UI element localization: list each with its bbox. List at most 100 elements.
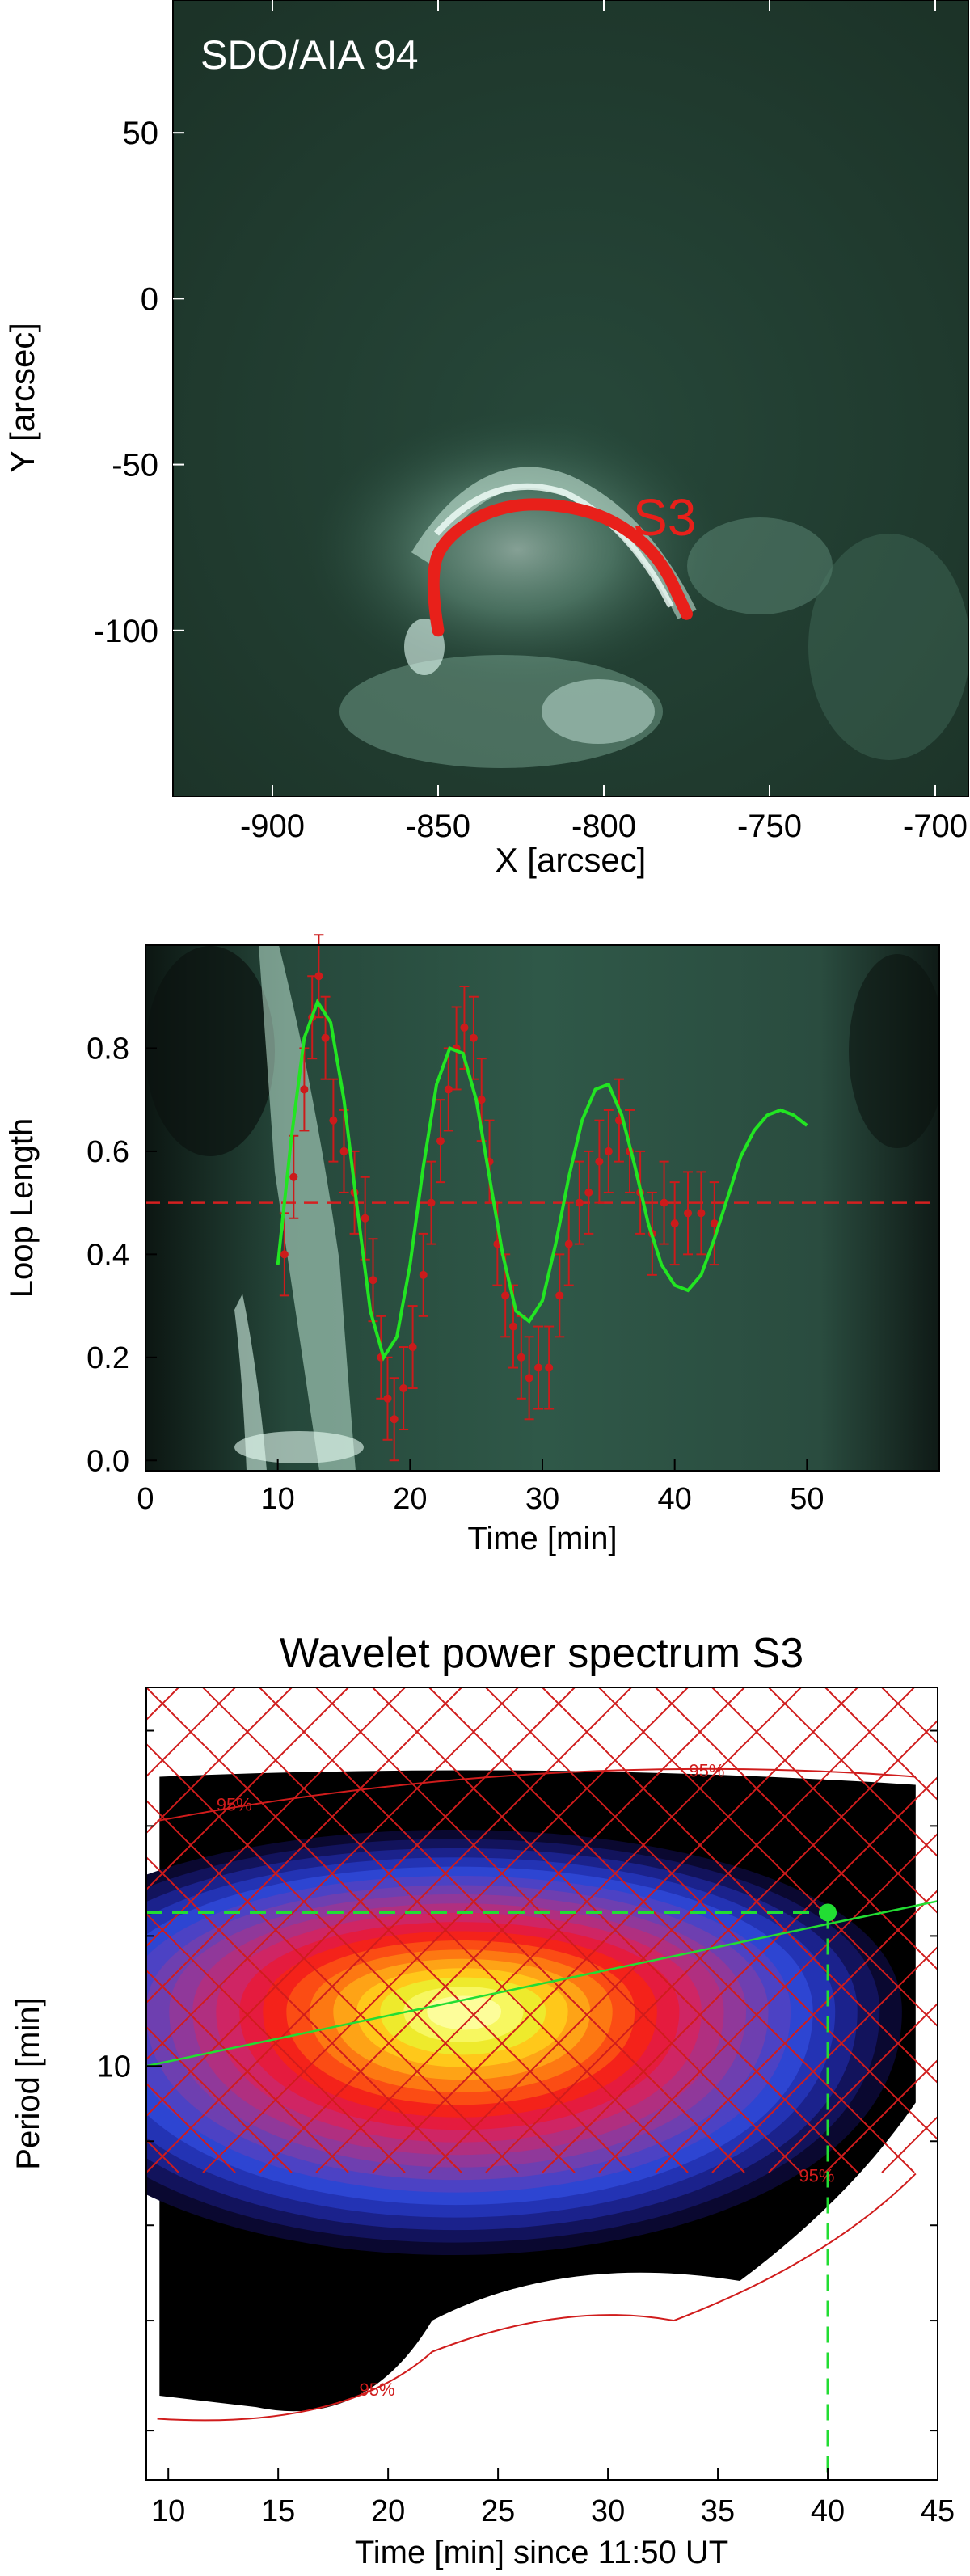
coi-hatch-line [146, 2025, 293, 2173]
x-tick-label: 40 [811, 2494, 845, 2528]
wavelet-axis-ticks: 10 15 20 25 30 35 40 45 10 [97, 1729, 955, 2528]
coi-hatch-line [485, 1719, 938, 2173]
significance-contour-bottom [157, 2173, 917, 2422]
period-trend-line [146, 1900, 938, 2067]
coi-hatch-line [146, 1687, 293, 1835]
significance-labels: 95% 95% 95% 95% [217, 1760, 835, 2400]
aia-image-title: SDO/AIA 94 [200, 32, 419, 78]
coi-hatch-line [711, 1687, 938, 1915]
coi-hatch-line [146, 1687, 406, 1948]
coi-hatch-line [655, 1889, 938, 2173]
measurement-point [710, 1219, 719, 1228]
measurement-point [321, 1033, 330, 1042]
coi-hatch-line [542, 1776, 938, 2173]
measurement-point [460, 1023, 469, 1032]
measurement-point [555, 1291, 564, 1300]
loop-s3-trace [427, 498, 693, 637]
time-distance-axis-ticks: 0 10 20 30 40 50 0.0 0.2 0.4 0.6 0.8 [86, 1032, 824, 1516]
coi-hatch-line [768, 2002, 938, 2173]
y-tick-label: -50 [112, 448, 158, 484]
x-tick-label: -700 [903, 809, 968, 844]
measurement-point [469, 1033, 478, 1042]
measurement-point [584, 1188, 593, 1197]
measurement-point [361, 1214, 369, 1223]
coi-hatch-line [146, 1687, 236, 1778]
aia-y-axis-label: Y [arcsec] [3, 323, 41, 473]
wavelet-frame [146, 1687, 938, 2481]
measurement-points [280, 972, 719, 1424]
measurement-point [383, 1394, 392, 1403]
wavelet-y-axis-label: Period [min] [11, 1997, 46, 2169]
x-tick-label: 30 [525, 1482, 559, 1516]
wavelet-title: Wavelet power spectrum S3 [280, 1630, 803, 1677]
x-tick-label: 20 [371, 2494, 405, 2528]
x-tick-label: 10 [151, 2494, 185, 2528]
y-tick-label: 10 [97, 2050, 131, 2084]
aia-image-panel: SDO/AIA 94 S3 -900 -850 -800 -750 -700 50 0 -50… [3, 0, 969, 879]
coi-hatch-line [598, 1832, 938, 2173]
measurement-point [660, 1198, 668, 1207]
measurement-point [604, 1147, 613, 1155]
period-marker-point [819, 1903, 837, 1922]
coi-hatch-line [824, 2059, 938, 2173]
y-tick-label: -100 [94, 614, 158, 649]
measurement-point [419, 1270, 428, 1279]
coi-hatch-line [824, 1687, 938, 1801]
significance-contours [157, 1767, 917, 2422]
x-tick-label: 30 [591, 2494, 625, 2528]
x-tick-label: -900 [240, 809, 305, 844]
x-tick-label: 10 [261, 1482, 295, 1516]
y-tick-label: 0.8 [86, 1032, 129, 1066]
y-tick-label: 0.2 [86, 1341, 129, 1375]
significance-label: 95% [689, 1760, 724, 1780]
coi-hatch-line [938, 1687, 970, 2173]
measurement-point [697, 1209, 706, 1218]
y-tick-label: 0.0 [86, 1444, 129, 1478]
coi-hatch-line [146, 1969, 349, 2173]
coi-hatch-line [146, 1687, 519, 2061]
coi-hatch-line [938, 1687, 970, 2173]
measurement-point [329, 1116, 338, 1125]
measurement-point [670, 1219, 679, 1228]
measurement-point [575, 1198, 584, 1207]
measurement-point [399, 1384, 408, 1393]
measurement-point [340, 1147, 348, 1155]
significance-label: 95% [217, 1795, 252, 1815]
measurement-point [289, 1172, 298, 1181]
measurement-point [390, 1415, 399, 1424]
measurement-point [444, 1085, 453, 1094]
measurement-point [280, 1250, 289, 1259]
damped-sine-fit-curve [276, 998, 808, 1362]
measurement-point [564, 1239, 573, 1248]
y-tick-label: 0.6 [86, 1135, 129, 1169]
coi-hatch-line [146, 1687, 576, 2118]
time-distance-y-axis-label: Loop Length [4, 1118, 40, 1298]
x-tick-label: -800 [571, 809, 636, 844]
coi-hatch-line [259, 1687, 745, 2173]
measurement-point [427, 1198, 436, 1207]
loop-label-s3: S3 [633, 488, 696, 547]
measurement-point [501, 1291, 510, 1300]
coi-hatch-line [146, 1687, 632, 2173]
measurement-point [477, 1096, 486, 1104]
aia-x-axis-label: X [arcsec] [496, 841, 647, 879]
time-distance-emission [146, 945, 939, 1471]
x-tick-label: 20 [393, 1482, 427, 1516]
time-distance-panel: 0 10 20 30 40 50 0.0 0.2 0.4 0.6 0.8 Time [min] Lo… [4, 934, 940, 1556]
x-tick-label: -750 [737, 809, 802, 844]
coi-hatch-line [202, 1687, 689, 2173]
significance-label: 95% [360, 2380, 395, 2400]
measurement-point [508, 1322, 517, 1331]
measurement-point [517, 1353, 525, 1362]
measurement-point [300, 1085, 309, 1094]
x-tick-label: 45 [921, 2494, 955, 2528]
x-tick-label: 15 [261, 2494, 295, 2528]
y-tick-label: 0 [141, 281, 158, 317]
measurement-point [545, 1363, 554, 1372]
aia-axis-ticks: -900 -850 -800 -750 -700 50 0 -50 -100 [94, 0, 968, 844]
coi-hatch-line [372, 1687, 858, 2173]
wavelet-x-axis-label: Time [min] since 11:50 UT [355, 2535, 728, 2570]
aia-image-frame [172, 0, 969, 797]
wavelet-power-contours [146, 1770, 916, 2412]
coi-hatch-line [146, 2082, 236, 2173]
